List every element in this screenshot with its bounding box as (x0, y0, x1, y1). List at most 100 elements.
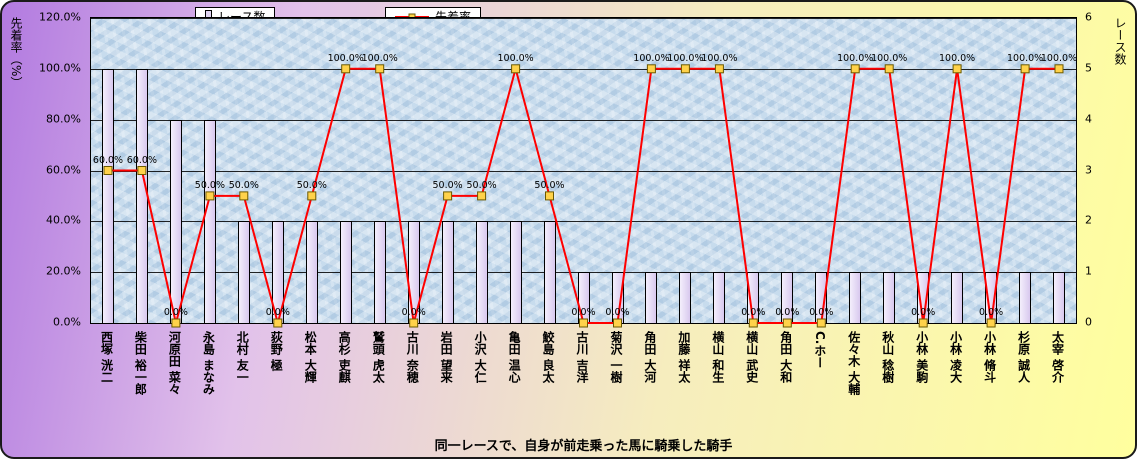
category-label: 小林 凌大 (948, 331, 963, 384)
rate-point-label: 100.0% (327, 52, 364, 64)
rate-point-label: 0.0% (741, 307, 766, 318)
category-label: 太宰 啓介 (1050, 331, 1065, 384)
rate-point-label: 50.0% (534, 179, 565, 191)
rate-point-label: 0.0% (911, 307, 936, 318)
category-axis-labels: 西塚 洸二 柴田 裕一郎 河原田 菜々 永島 まなみ 北村 友一 荻野 極 松本 大輝 高杉 … (90, 328, 1077, 432)
category-label: C.ホー (812, 331, 827, 369)
category-label: 古川 吉洋 (575, 331, 589, 384)
races-bar (373, 221, 386, 323)
rate-point-label: 50.0% (432, 179, 463, 191)
category-label: 佐々木 大輔 (846, 331, 861, 396)
races-bar (611, 272, 624, 323)
category-label: 北村 友一 (235, 331, 250, 384)
rate-point-label: 50.0% (466, 179, 497, 191)
right-axis-tick: 0 (1085, 315, 1092, 329)
rate-marker (918, 318, 928, 328)
right-axis-tick: 6 (1085, 10, 1092, 24)
rate-point-label: 100.0% (361, 52, 398, 64)
right-axis-tick: 5 (1085, 61, 1092, 75)
rate-marker (137, 166, 147, 175)
left-axis-tick: 80.0% (46, 112, 81, 126)
rate-point-label: 100.0% (633, 52, 670, 64)
rate-marker (239, 191, 249, 201)
races-bar (645, 272, 658, 323)
races-bar (441, 221, 454, 323)
rate-point-label: 100.0% (497, 52, 534, 64)
category-label: 横山 和生 (710, 331, 725, 384)
rate-marker (205, 191, 215, 201)
rate-marker (952, 64, 962, 74)
category-label: 鷲頭 虎太 (371, 331, 386, 384)
races-bar (305, 221, 318, 323)
rate-point-label: 0.0% (265, 307, 290, 318)
category-label: 松本 大輝 (303, 331, 318, 384)
rate-marker (545, 191, 554, 201)
right-axis-ticks: 0 1 2 3 4 5 6 (1081, 11, 1121, 329)
category-label: 高杉 吏麒 (337, 331, 352, 384)
rate-marker (884, 64, 894, 74)
category-label: 加藤 祥太 (676, 331, 691, 384)
category-label: 横山 武史 (744, 331, 759, 384)
rate-marker (103, 166, 113, 175)
races-bar (679, 272, 692, 323)
races-bar (237, 221, 250, 323)
rate-point-label: 50.0% (296, 179, 327, 191)
rate-marker (680, 64, 690, 74)
races-bar (475, 221, 488, 323)
rate-point-label: 60.0% (92, 154, 124, 166)
category-label: 杉原 誠人 (1016, 331, 1031, 384)
rate-point-label: 0.0% (605, 307, 630, 318)
category-label: 小林 美駒 (914, 331, 929, 384)
rate-point-label: 100.0% (837, 52, 874, 64)
rate-marker (511, 64, 521, 74)
rate-marker (646, 64, 656, 74)
chart-title: 同一レースで、自身が前走乗った馬に騎乗した騎手 (434, 439, 733, 454)
gridline (91, 68, 1076, 70)
rate-marker (714, 64, 724, 74)
category-label: 岩田 望来 (439, 331, 454, 384)
rate-point-label: 0.0% (775, 307, 800, 318)
left-axis-tick: 60.0% (46, 163, 81, 176)
right-axis-tick: 2 (1085, 213, 1092, 227)
rate-point-label: 0.0% (809, 307, 834, 318)
rate-marker (443, 191, 453, 201)
gridline (91, 18, 1076, 19)
races-bar (169, 119, 182, 323)
rate-point-label: 100.0% (871, 52, 908, 64)
category-label: 河原田 菜々 (167, 331, 182, 396)
rate-line-layer (103, 64, 1064, 328)
category-label: 秋山 稔樹 (880, 331, 895, 384)
rate-point-label: 50.0% (194, 179, 225, 191)
category-label: 菊沢 一樹 (609, 331, 623, 384)
rate-marker (171, 318, 181, 328)
rate-point-label: 0.0% (163, 307, 188, 318)
rate-marker (986, 318, 996, 328)
races-bar (713, 272, 726, 323)
races-bar (339, 221, 352, 323)
races-bar (917, 272, 930, 323)
races-bar (1019, 272, 1032, 323)
rate-marker (1020, 64, 1030, 74)
races-bar (985, 272, 998, 323)
right-axis-tick: 4 (1085, 112, 1092, 126)
rate-point-label: 100.0% (1040, 52, 1078, 64)
gridline (91, 119, 1076, 121)
plot-area: 60.0% 60.0% 0.0% 50.0% 50.0% 0.0% 50.0% 100.0% 1… (90, 17, 1078, 328)
rate-marker (613, 318, 622, 328)
rate-point-label: 100.0% (701, 52, 738, 64)
category-label: 小林 脩斗 (982, 331, 997, 384)
races-bar (747, 272, 760, 323)
category-label: 亀田 温心 (507, 331, 522, 384)
rate-marker (816, 318, 826, 328)
left-axis-title: 先着率（%） (9, 17, 23, 89)
rate-marker (477, 191, 487, 201)
races-bar (883, 272, 896, 323)
rate-point-label: 0.0% (979, 307, 1004, 318)
races-bar (951, 272, 964, 323)
rate-marker (579, 318, 588, 328)
races-bar (849, 272, 862, 323)
left-axis-tick: 120.0% (39, 10, 81, 24)
category-label: 古川 奈穂 (405, 331, 420, 384)
category-label: 柴田 裕一郎 (133, 331, 148, 396)
rate-point-label: 100.0% (667, 52, 704, 64)
